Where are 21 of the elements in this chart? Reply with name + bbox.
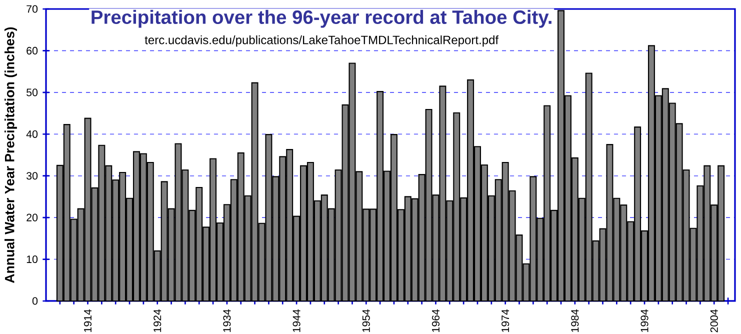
y-tick-label: 40 — [26, 130, 38, 138]
chart-title: Precipitation over the 96-year record at Tahoe City. — [92, 10, 552, 28]
y-tick-label: 60 — [26, 46, 38, 54]
x-tick-label: 2004 — [710, 309, 718, 332]
x-tick-label: 1934 — [223, 309, 231, 332]
y-tick-label: 30 — [26, 172, 38, 180]
x-tick-label: 1954 — [362, 309, 370, 332]
y-tick-label: 70 — [26, 5, 38, 13]
y-tick-label: 50 — [26, 88, 38, 96]
x-tick-label: 1914 — [84, 309, 92, 332]
y-tick-label: 0 — [32, 297, 38, 305]
x-tick-label: 1994 — [640, 309, 648, 332]
x-tick-label: 1944 — [292, 309, 300, 332]
text: terc.ucdavis.edu/publications/LakeTahoeTMDLTechnicalReport.pdf — [144, 35, 499, 47]
y-tick-label: 10 — [26, 256, 38, 264]
x-tick-label: 1974 — [502, 309, 510, 332]
x-tick-label: 1984 — [571, 309, 579, 332]
x-tick-label: 1964 — [432, 309, 440, 332]
y-axis-title: Annual Water Year Precipitation (inches) — [4, 27, 17, 283]
x-tick-label: 1924 — [154, 309, 162, 332]
y-tick-label: 20 — [26, 214, 38, 222]
